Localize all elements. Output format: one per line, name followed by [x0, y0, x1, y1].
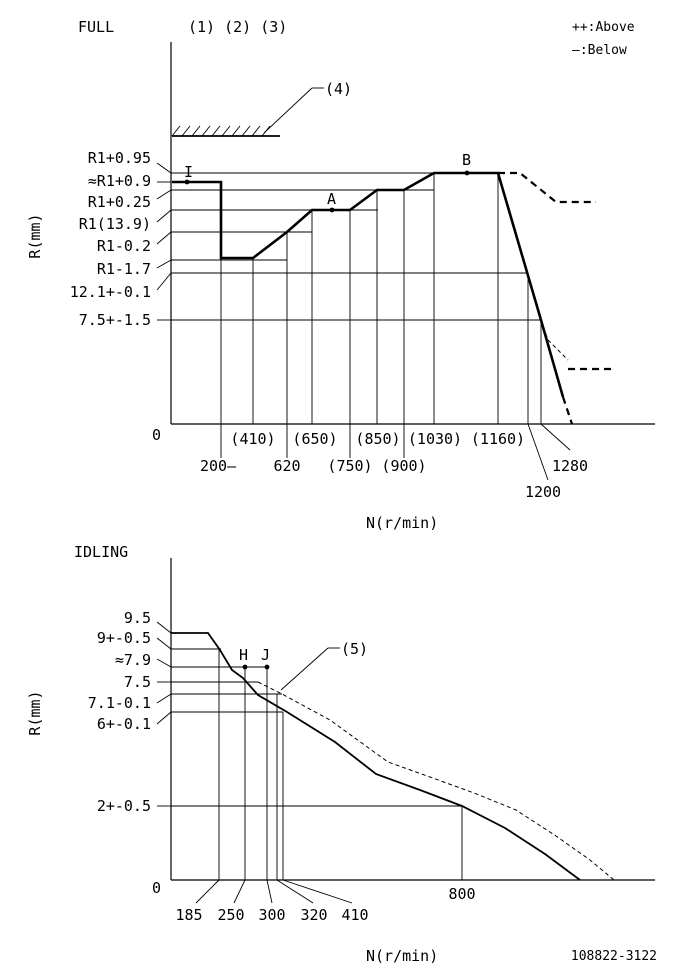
full-upper-dash — [498, 171, 596, 204]
idling-y-label-3: 7.5 — [124, 673, 151, 691]
full-y-label-1: ≈R1+0.9 — [88, 172, 151, 190]
point-J: J — [261, 646, 270, 664]
point-B: B — [462, 151, 471, 169]
idling-y-label-0: 9.5 — [124, 609, 151, 627]
full-y-label-5: R1-1.7 — [97, 260, 151, 278]
point-I: I — [184, 163, 193, 181]
idling-y-label-4: 7.1-0.1 — [88, 694, 151, 712]
full-title: FULL — [78, 18, 114, 36]
idling-y-label-6: 2+-0.5 — [97, 797, 151, 815]
legend-above: ++:Above — [572, 20, 635, 35]
callout4-leader — [263, 87, 313, 134]
full-lower-dash — [561, 396, 574, 425]
idling-curve — [171, 632, 581, 881]
full-y-label-2: R1+0.25 — [88, 193, 151, 211]
idling-y-label-1: 9+-0.5 — [97, 629, 151, 647]
full-x-label-1200: 1200 — [525, 483, 561, 501]
idling-x-axis-label: N(r/min) — [366, 947, 438, 965]
idling-y-label-2: ≈7.9 — [115, 651, 151, 669]
part-number: 108822-3122 — [571, 949, 657, 964]
idling-x-label-800: 800 — [448, 885, 475, 903]
full-x-label-1160: (1160) — [471, 430, 525, 448]
full-x-label-620: 620 — [273, 457, 300, 475]
full-x-label-750: (750) — [327, 457, 372, 475]
idling-x-label-250: 250 — [217, 906, 244, 924]
full-y-label-6: 12.1+-0.1 — [70, 283, 151, 301]
idling-dashed-curve — [257, 681, 615, 881]
callout5-label: (5) — [341, 640, 368, 658]
idling-x-label-300: 300 — [258, 906, 285, 924]
idling-x-label-410: 410 — [341, 906, 368, 924]
full-x-label-900: (900) — [381, 457, 426, 475]
full-y-label-3: R1(13.9) — [79, 215, 151, 233]
full-y-label-7: 7.5+-1.5 — [79, 311, 151, 329]
idling-y-axis-label: R(mm) — [26, 690, 44, 735]
full-x-axis-label: N(r/min) — [366, 514, 438, 532]
point-A: A — [327, 190, 336, 208]
point-H: H — [239, 646, 248, 664]
idling-y-label-5: 6+-0.1 — [97, 715, 151, 733]
full-x-label-650: (650) — [292, 430, 337, 448]
callout4-label: (4) — [325, 80, 352, 98]
full-y-label-0: R1+0.95 — [88, 149, 151, 167]
idling-title: IDLING — [74, 543, 128, 561]
full-x-label-1280: 1280 — [552, 457, 588, 475]
full-x-label-850: (850) — [355, 430, 400, 448]
full-y-axis-label: R(mm) — [26, 213, 44, 258]
full-x-label-200: 200— — [200, 457, 237, 475]
full-origin: 0 — [152, 426, 161, 444]
full-y-label-4: R1-0.2 — [97, 237, 151, 255]
stopper-hatch — [171, 125, 280, 137]
full-x-label-410: (410) — [230, 430, 275, 448]
callout5-leader — [280, 647, 329, 691]
full-load-curve — [172, 171, 565, 398]
idling-origin: 0 — [152, 879, 161, 897]
idling-x-label-320: 320 — [300, 906, 327, 924]
legend-below: —:Below — [572, 43, 627, 58]
full-conditions: (1) (2) (3) — [188, 18, 287, 36]
idling-x-label-185: 185 — [175, 906, 202, 924]
full-x-label-1030: (1030) — [408, 430, 462, 448]
